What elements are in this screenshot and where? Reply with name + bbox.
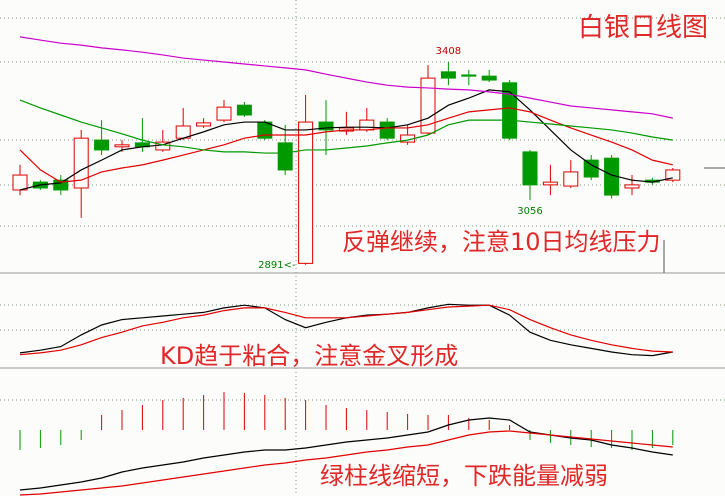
line	[19, 99, 673, 154]
candle-body	[114, 144, 130, 148]
candle-body	[502, 82, 518, 139]
candle-body	[563, 171, 579, 187]
candle-body	[665, 169, 681, 181]
candle-body	[624, 184, 640, 189]
line	[19, 304, 673, 356]
candle-body	[583, 159, 599, 178]
annotation: 反弹继续，注意10日均线压力	[342, 228, 661, 256]
candle-body	[298, 121, 314, 264]
candle-body	[12, 174, 28, 191]
line	[19, 89, 673, 191]
candle-body	[73, 137, 89, 189]
candle-body	[277, 142, 293, 171]
candle-body	[379, 121, 395, 139]
price-label: 3408	[436, 46, 461, 57]
candle-body	[236, 104, 252, 116]
candle-body	[94, 139, 110, 151]
candle-body	[461, 74, 477, 77]
candle-body	[359, 119, 375, 131]
candle-body	[196, 122, 212, 127]
annotation: KD趋于粘合，注意金叉形成	[160, 342, 458, 370]
annotation: 绿柱线缩短，下跌能量减弱	[320, 462, 608, 490]
candle-body	[522, 151, 538, 186]
line	[19, 36, 673, 119]
candle-body	[53, 179, 69, 191]
candle-body	[318, 121, 334, 131]
price-label: 3056	[517, 206, 542, 217]
price-label: 2891<-	[258, 260, 296, 271]
chart-title: 白银日线图	[578, 13, 708, 43]
candle-body	[542, 181, 558, 186]
line	[19, 430, 673, 496]
line	[19, 417, 673, 491]
candle-body	[440, 71, 456, 79]
candle-body	[481, 75, 497, 81]
candle-body	[216, 106, 232, 121]
